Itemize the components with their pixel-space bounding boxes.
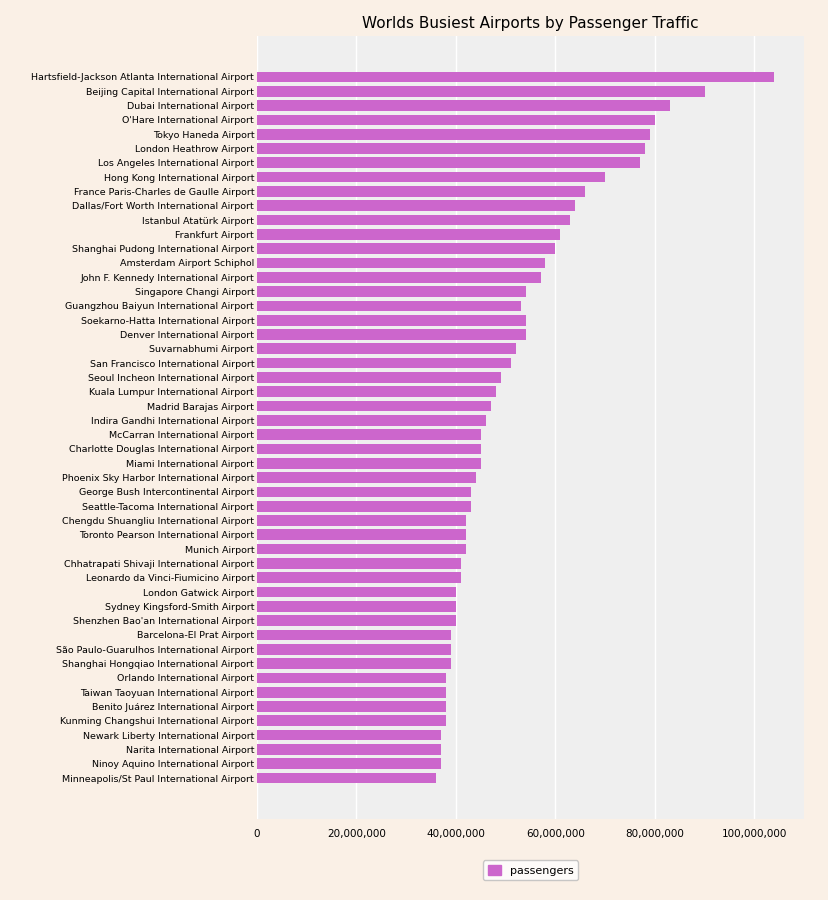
Bar (257, 186, 585, 197)
Bar (257, 616, 455, 626)
Bar (257, 143, 644, 154)
Bar (257, 601, 455, 612)
Bar (257, 744, 440, 755)
Bar (257, 172, 604, 183)
Bar (257, 72, 773, 82)
Bar (257, 773, 436, 783)
Bar (257, 386, 495, 397)
Bar (257, 272, 540, 283)
Bar (257, 472, 475, 483)
Bar (257, 158, 639, 168)
Bar (257, 759, 440, 769)
Bar (257, 644, 450, 654)
Bar (257, 658, 450, 669)
Bar (257, 315, 525, 326)
Bar (257, 229, 560, 239)
Bar (257, 587, 455, 598)
Bar (257, 257, 545, 268)
Bar (257, 329, 525, 340)
Bar (257, 201, 575, 212)
Bar (257, 444, 480, 454)
Bar (257, 357, 510, 368)
Bar (257, 687, 445, 698)
Bar (257, 243, 555, 254)
Bar (257, 572, 460, 583)
Bar (257, 400, 490, 411)
Bar (257, 458, 480, 469)
Bar (257, 630, 450, 640)
Bar (257, 730, 440, 741)
Bar (257, 286, 525, 297)
Bar (257, 487, 470, 498)
Title: Worlds Busiest Airports by Passenger Traffic: Worlds Busiest Airports by Passenger Tra… (362, 15, 698, 31)
Bar (257, 129, 649, 140)
Bar (257, 100, 669, 111)
Bar (257, 86, 704, 96)
Bar (257, 672, 445, 683)
Bar (257, 558, 460, 569)
Bar (257, 529, 465, 540)
Bar (257, 215, 570, 225)
Bar (257, 372, 500, 382)
Bar (257, 701, 445, 712)
Bar (257, 114, 654, 125)
Bar (257, 429, 480, 440)
Bar (257, 344, 515, 355)
Bar (257, 301, 520, 311)
Legend: passengers: passengers (483, 860, 577, 880)
Bar (257, 544, 465, 554)
Bar (257, 515, 465, 526)
Bar (257, 415, 485, 426)
Bar (257, 716, 445, 726)
Bar (257, 500, 470, 511)
